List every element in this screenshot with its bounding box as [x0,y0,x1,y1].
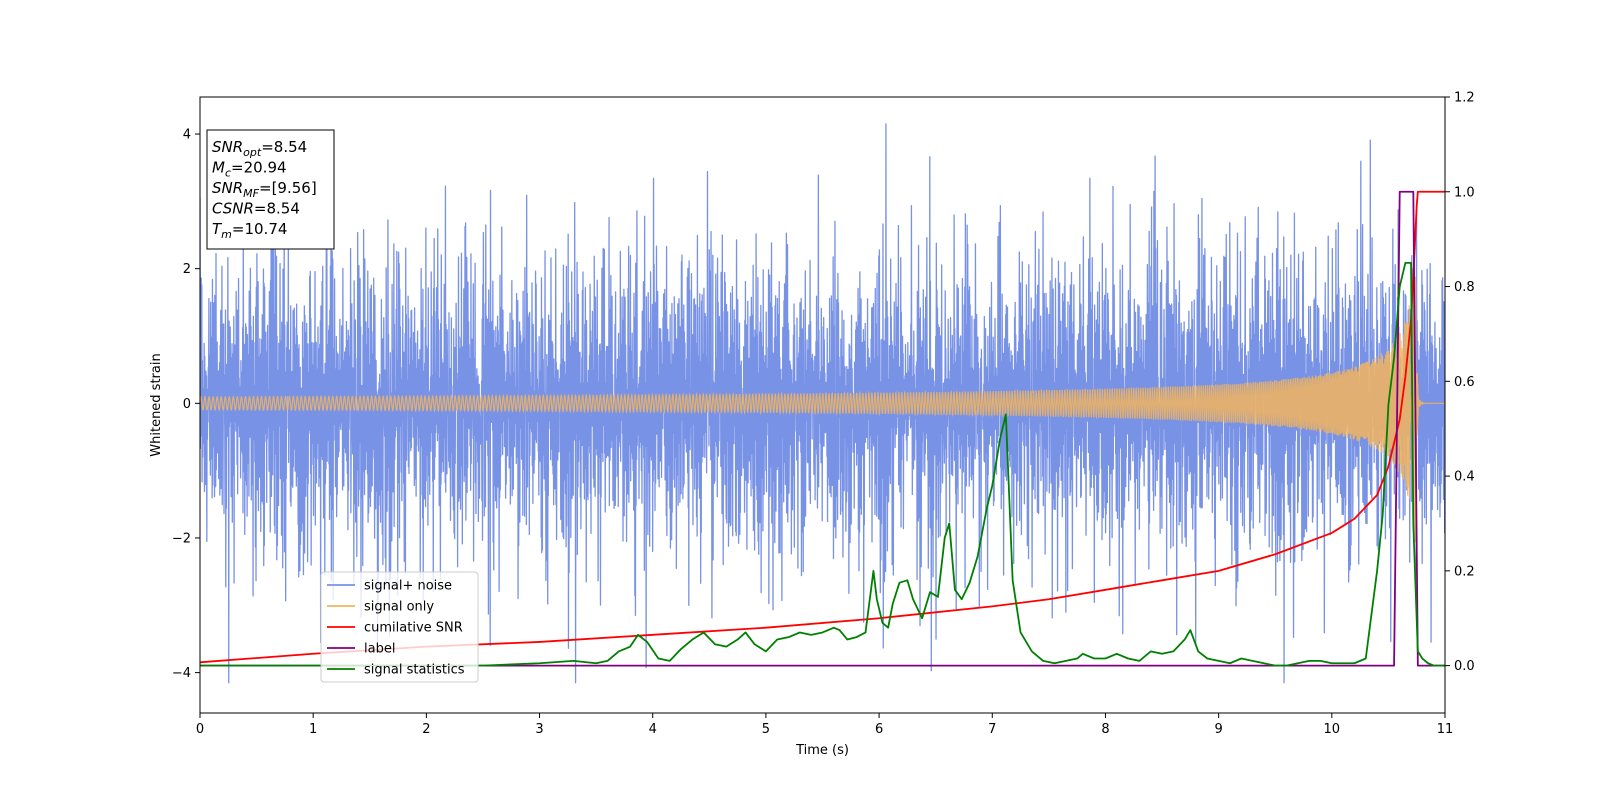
x-tick-label: 0 [196,722,204,737]
y-axis-label: Whitened strain [149,353,164,456]
y-left-tick-label: 4 [183,128,191,143]
legend-item-signal-noise: signal+ noise [327,579,452,594]
series-signal-only [200,276,1445,542]
y-axis-right: 0.0 0.2 0.4 0.6 0.8 1.0 1.2 [1445,91,1475,674]
x-tick-label: 1 [309,722,317,737]
legend-item-label: label [327,642,395,657]
legend-label: label [364,642,395,657]
info-line: SNRopt=8.54 [212,138,307,159]
y-right-tick-label: 1.0 [1454,185,1475,200]
legend-item-signal-only: signal only [327,600,434,615]
x-tick-label: 5 [762,722,770,737]
legend-label: signal only [364,600,434,615]
x-tick-label: 8 [1101,722,1109,737]
legend-item-cumulative-snr: cumilative SNR [327,621,463,636]
y-left-tick-label: −2 [172,531,191,546]
series-signal-noise [200,123,1445,684]
legend-item-signal-statistics: signal statistics [327,663,465,678]
legend-label: signal statistics [364,663,465,678]
info-line: SNRMF=[9.56] [212,179,317,200]
y-right-tick-label: 0.0 [1454,659,1475,674]
x-tick-label: 9 [1214,722,1222,737]
y-right-tick-label: 1.2 [1454,91,1475,106]
legend-label: cumilative SNR [364,621,463,636]
legend-label: signal+ noise [364,579,452,594]
legend: signal+ noise signal only cumilative SNR la… [320,571,479,683]
y-right-tick-label: 0.2 [1454,564,1475,579]
series-signal-statistics [200,261,1445,667]
x-axis-label: Time (s) [795,743,849,758]
x-tick-label: 7 [988,722,996,737]
x-tick-label: 11 [1437,722,1454,737]
x-tick-label: 10 [1324,722,1341,737]
y-right-tick-label: 0.8 [1454,280,1475,295]
info-box-frame [206,129,335,250]
x-tick-label: 2 [422,722,430,737]
info-box: SNRopt=8.54Mc=20.94SNRMF=[9.56]CSNR=8.54… [206,129,335,250]
legend-frame [320,571,479,683]
series-label [200,190,1445,667]
y-right-tick-label: 0.6 [1454,375,1475,390]
x-tick-label: 6 [875,722,883,737]
y-right-tick-label: 0.4 [1454,470,1475,485]
info-line: CSNR=8.54 [212,200,300,218]
info-line: Tm=10.74 [212,220,287,241]
y-axis-left: −4 −2 0 2 4 [172,128,200,681]
y-left-tick-label: 2 [183,262,191,277]
series-layer [200,123,1445,684]
y-left-tick-label: 0 [183,397,191,412]
plot-frame [199,96,1446,714]
x-tick-label: 4 [649,722,657,737]
info-line: Mc=20.94 [212,159,287,180]
x-axis: 0 1 2 3 4 5 6 7 8 9 10 11 [196,713,1453,737]
x-tick-label: 3 [535,722,543,737]
y-left-tick-label: −4 [172,666,191,681]
